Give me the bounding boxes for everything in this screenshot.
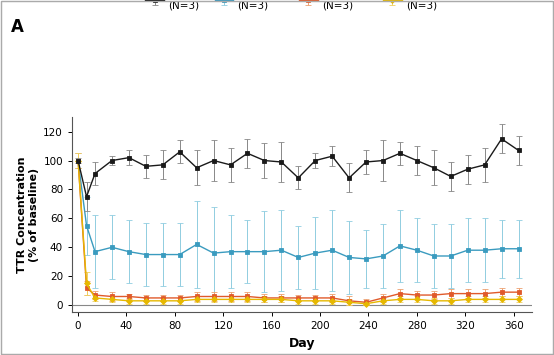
Legend: Control
(N=3), 1.5 mg/kg
(N=3), 3.0 mg/kg
(N=3), 6.0 mg/kg
(N=3): Control (N=3), 1.5 mg/kg (N=3), 3.0 mg/k… (141, 0, 463, 14)
Text: A: A (11, 18, 24, 36)
X-axis label: Day: Day (289, 337, 315, 350)
Y-axis label: TTR Concentration
(% of baseline): TTR Concentration (% of baseline) (18, 157, 39, 273)
